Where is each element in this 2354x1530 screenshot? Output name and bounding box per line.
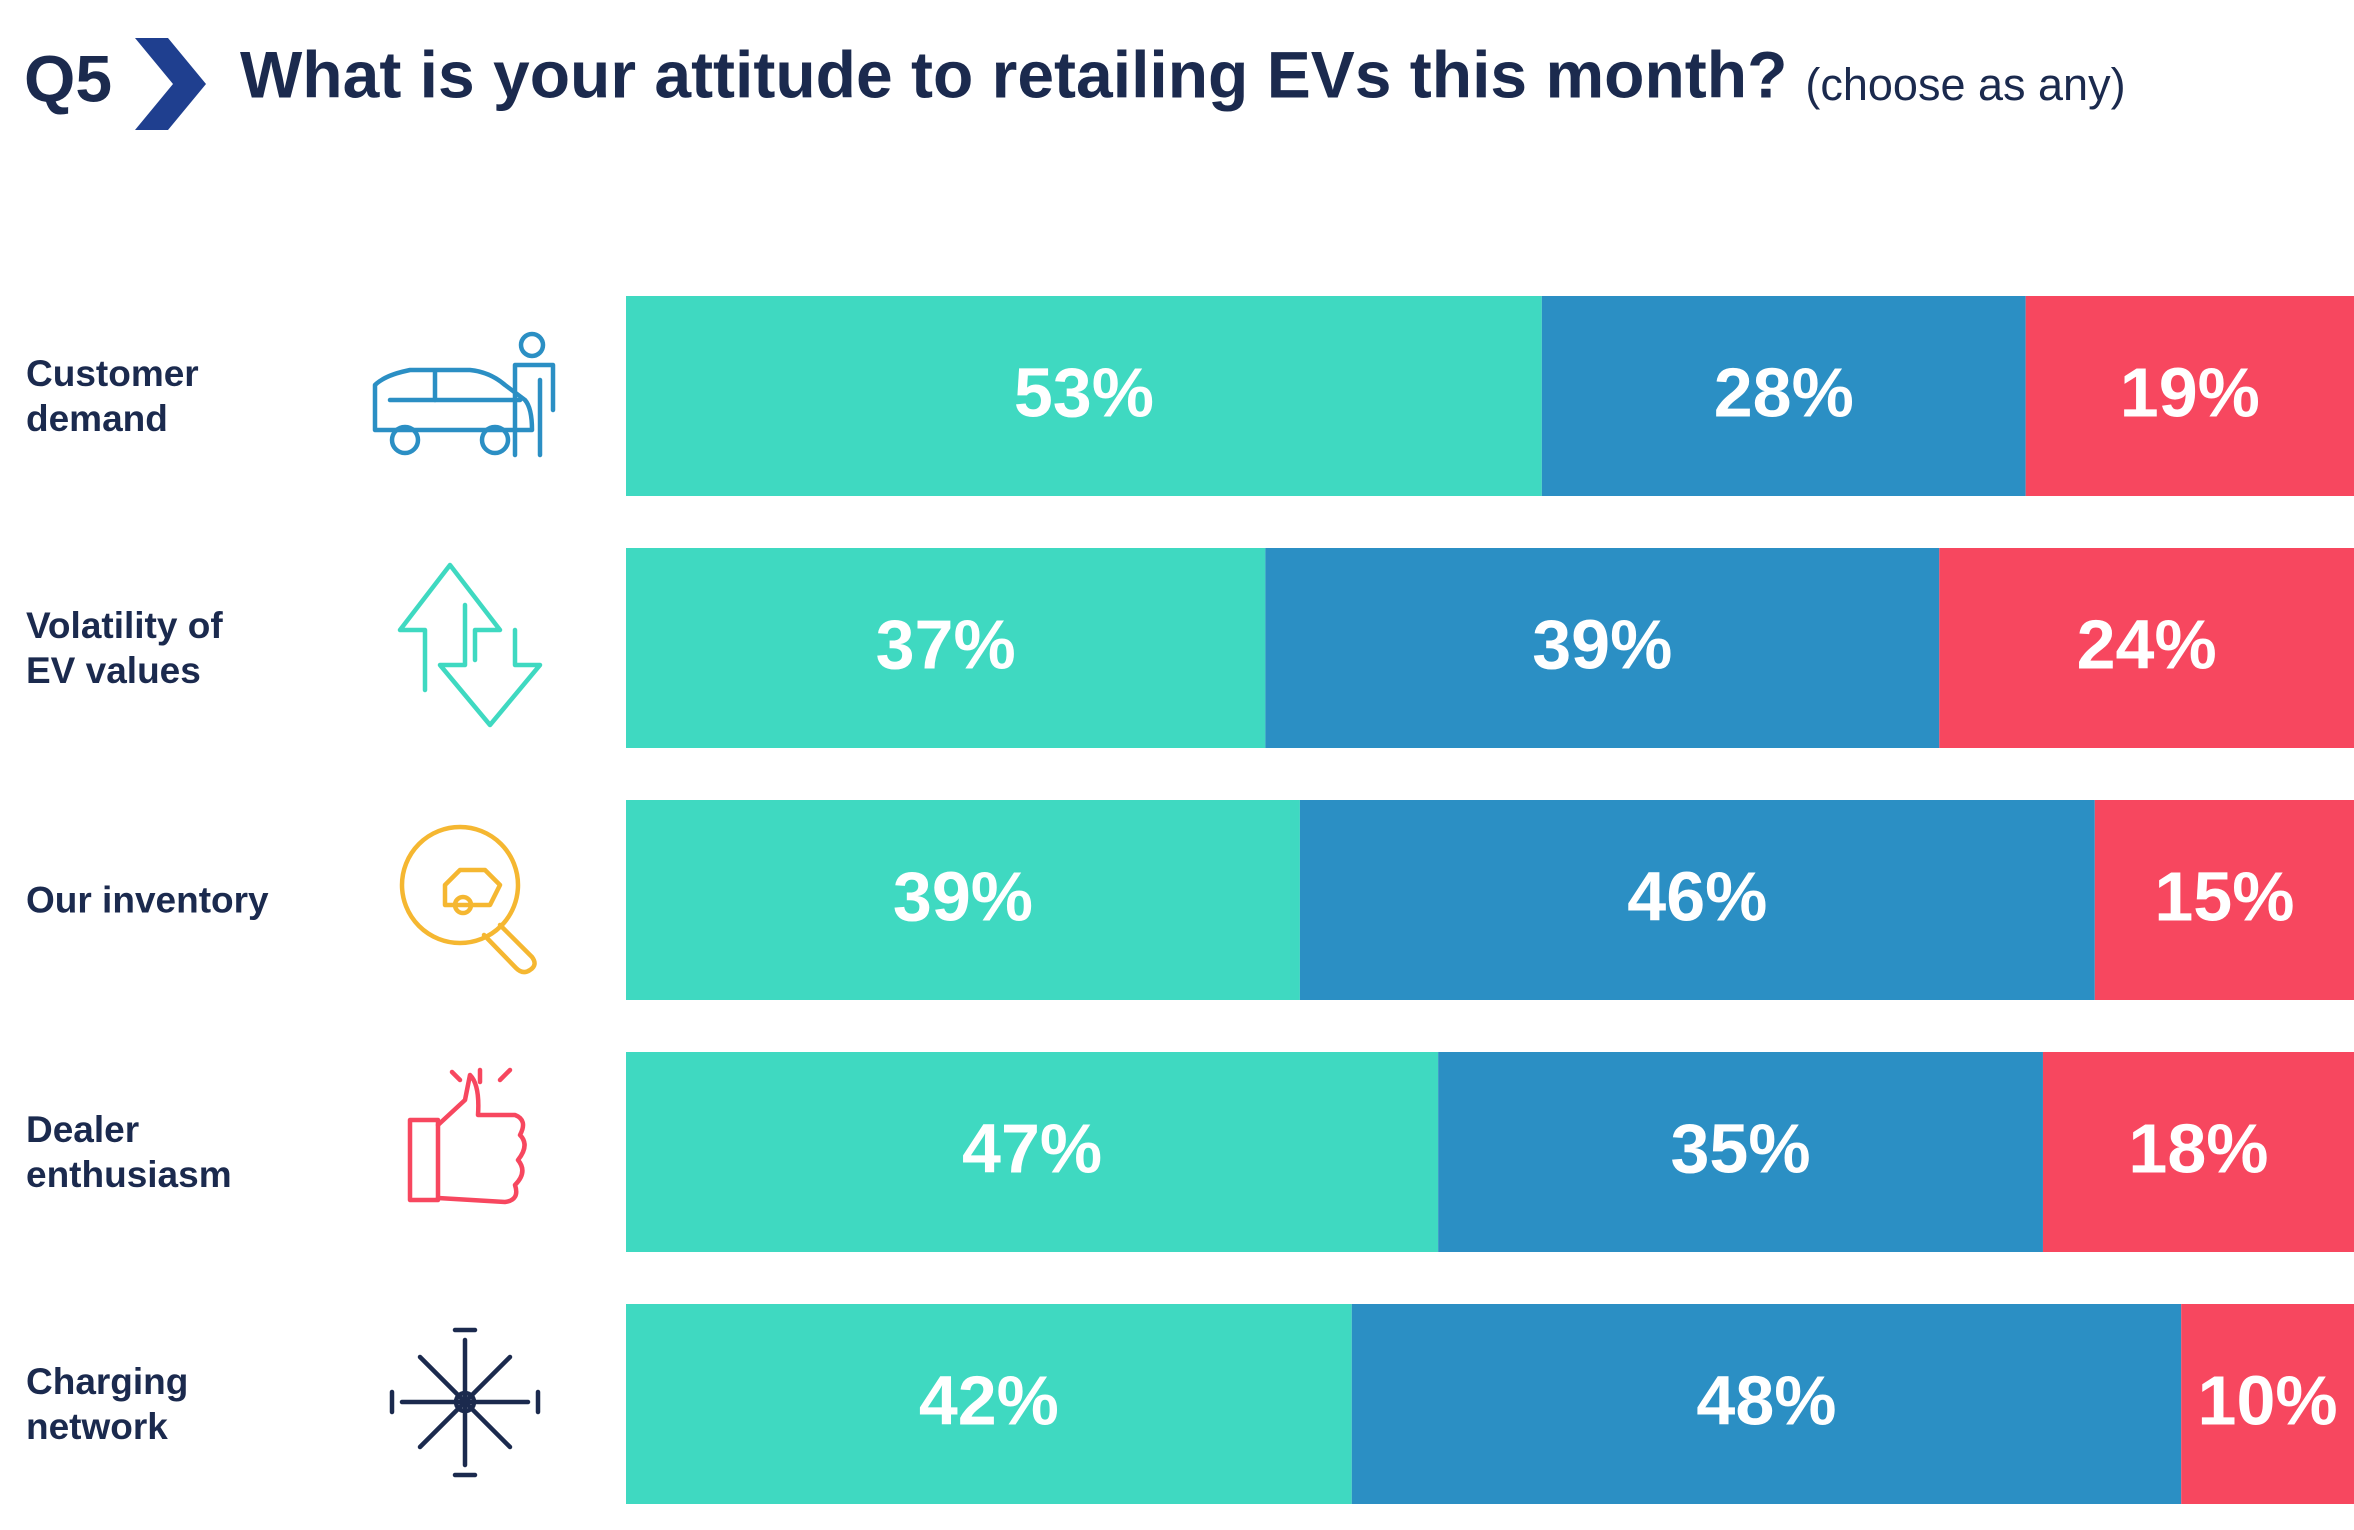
value-label: 37%: [876, 605, 1016, 683]
chart-subtitle: (choose as any): [1805, 59, 2125, 110]
value-label: 28%: [1714, 353, 1854, 431]
bar-segment: [2094, 800, 2354, 1000]
value-label: 18%: [2128, 1109, 2268, 1187]
bar-segment: [1541, 296, 2026, 496]
bar-segment: [2181, 1304, 2354, 1504]
value-label: 48%: [1696, 1361, 1836, 1439]
bar-segment: [626, 548, 1266, 748]
category-label: Charging network: [26, 1361, 189, 1447]
category-label: Dealer enthusiasm: [26, 1109, 232, 1195]
bar-segment: [2025, 296, 2354, 496]
value-label: 53%: [1014, 353, 1154, 431]
bar-segment: [626, 1304, 1352, 1504]
category-label: Volatility of EV values: [26, 605, 223, 691]
bar-segment: [1299, 800, 2095, 1000]
question-label: Q5: [24, 41, 112, 115]
icon-thumb: [407, 1067, 527, 1205]
chevron: [135, 38, 206, 130]
bar-segment: [1939, 548, 2354, 748]
value-label: 19%: [2120, 353, 2260, 431]
value-label: 24%: [2077, 605, 2217, 683]
value-label: 47%: [962, 1109, 1102, 1187]
value-label: 39%: [893, 857, 1033, 935]
value-label: 10%: [2198, 1361, 2338, 1439]
value-label: 39%: [1532, 605, 1672, 683]
bar-segment: [1265, 548, 1940, 748]
icon-car: [372, 331, 556, 458]
value-label: 46%: [1627, 857, 1767, 935]
bar-segment: [626, 800, 1300, 1000]
value-label: 42%: [919, 1361, 1059, 1439]
icon-search: [399, 824, 537, 975]
chart-title: What is your attitude to retailing EVs t…: [240, 37, 1787, 111]
value-label: 15%: [2154, 857, 2294, 935]
icon-network: [389, 1327, 541, 1478]
bar-segment: [626, 1052, 1439, 1252]
icon-arrows: [397, 562, 543, 728]
bar-segment: [2042, 1052, 2354, 1252]
bar-segment: [1351, 1304, 2182, 1504]
category-label: Our inventory: [26, 879, 269, 921]
category-label: Customer demand: [26, 353, 199, 439]
bar-segment: [626, 296, 1542, 496]
bar-segment: [1438, 1052, 2043, 1252]
value-label: 35%: [1671, 1109, 1811, 1187]
